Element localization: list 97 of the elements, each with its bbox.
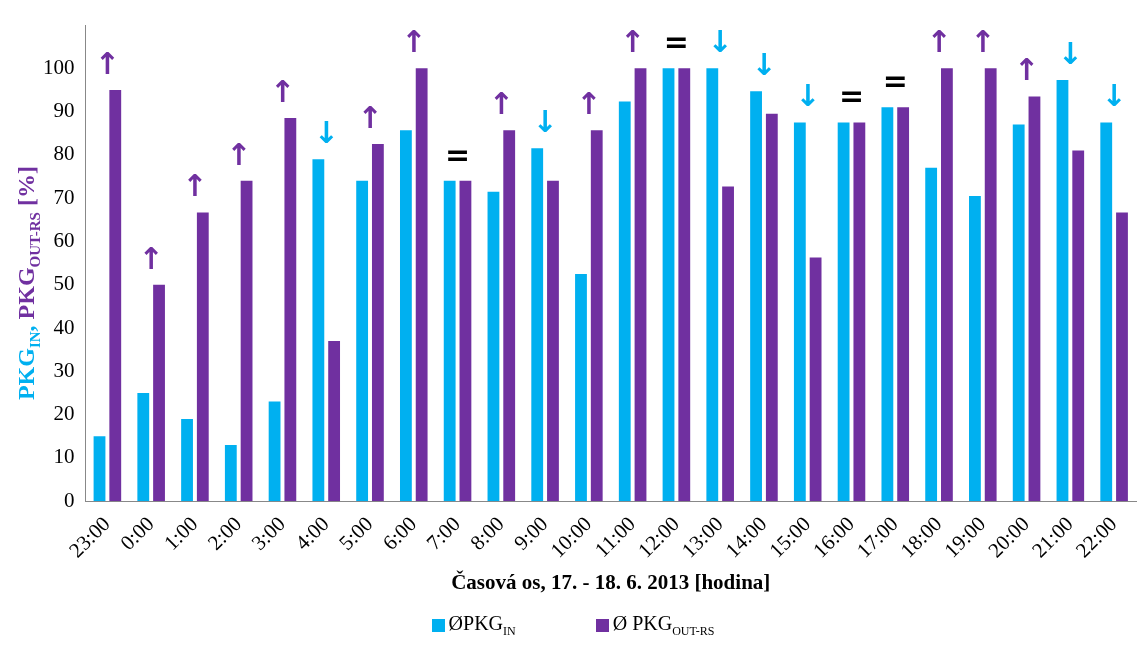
annotation: ↓	[532, 104, 558, 140]
bar	[575, 273, 587, 502]
bar	[793, 122, 806, 502]
annotation: ↓	[751, 47, 777, 83]
bar	[196, 212, 209, 502]
y-tick-label: 10	[53, 444, 75, 469]
bar	[925, 167, 938, 502]
annotation: ↑	[269, 73, 296, 109]
bar	[897, 107, 910, 502]
bar	[590, 130, 603, 502]
annotation: ↑	[138, 240, 164, 276]
x-tick-label: 9:00	[509, 511, 553, 555]
x-tick-label: 8:00	[465, 511, 509, 555]
annotation: ↑	[926, 24, 952, 60]
bar	[618, 101, 631, 502]
annotation: ↑	[357, 99, 383, 135]
bar	[443, 180, 456, 502]
bar	[678, 68, 691, 502]
bar	[1012, 124, 1025, 502]
annotation: ↑	[488, 85, 514, 121]
y-tick-label: 40	[53, 314, 75, 339]
bar	[371, 144, 384, 502]
bar	[399, 130, 412, 502]
y-tick-label: 0	[64, 487, 75, 512]
y-tick-label: 20	[53, 401, 75, 426]
annotation: ↓	[795, 78, 821, 114]
y-tick-label: 70	[53, 184, 75, 209]
annotation: ↑	[182, 168, 208, 204]
annotation: ↓	[707, 24, 733, 60]
annotation: =	[663, 24, 689, 60]
bar	[547, 180, 559, 502]
bar	[1116, 212, 1128, 502]
y-tick-label: 30	[53, 357, 75, 382]
bar	[415, 68, 428, 502]
bar	[284, 118, 297, 502]
bar	[312, 159, 325, 502]
bar	[240, 180, 253, 502]
legend-label: ØPKG$_{IN}$	[448, 612, 516, 638]
bar	[706, 68, 719, 502]
bar	[750, 91, 762, 502]
x-tick-label: 7:00	[421, 511, 465, 555]
x-tick-label: 1:00	[158, 511, 203, 555]
bar	[93, 436, 106, 502]
y-tick-label: 80	[53, 141, 75, 166]
bar	[531, 148, 544, 502]
annotation: ↑	[970, 24, 996, 60]
annotation: =	[838, 78, 865, 114]
bar	[487, 191, 500, 502]
x-tick-label: 2:00	[202, 511, 247, 555]
bar	[1056, 79, 1069, 502]
bar	[153, 284, 165, 502]
bar	[137, 392, 150, 502]
bar	[941, 68, 953, 502]
bar	[969, 195, 981, 502]
y-tick-label: 50	[53, 271, 75, 296]
bar	[224, 444, 237, 502]
annotation: ↑	[401, 24, 427, 60]
bar	[722, 186, 734, 502]
bar	[809, 257, 822, 502]
annotation: ↑	[1014, 52, 1040, 88]
y-tick-label: 100	[43, 54, 75, 79]
bar	[634, 68, 647, 502]
bar	[459, 180, 472, 502]
x-tick-label: 6:00	[377, 511, 422, 555]
bar	[181, 418, 193, 502]
x-axis-title: Časová os, 17. - 18. 6. 2013 [hodina]	[451, 569, 771, 594]
annotation: ↑	[226, 136, 252, 172]
bar	[984, 68, 997, 502]
bar	[356, 180, 369, 502]
annotation: ↑	[94, 45, 120, 81]
bar	[881, 107, 894, 502]
x-tick-label: 0:00	[115, 511, 159, 555]
bar	[328, 341, 341, 502]
annotation: ↓	[1057, 35, 1083, 71]
bar	[503, 130, 516, 502]
annotation: ↓	[1101, 78, 1127, 114]
bar	[1072, 150, 1085, 502]
y-axis-title: PKGIN, PKGOUT-RS [%]	[13, 166, 43, 401]
annotation: =	[444, 136, 471, 172]
annotation: =	[882, 63, 908, 99]
annotation: ↑	[576, 85, 602, 121]
bar	[1100, 122, 1113, 502]
legend-label: Ø PKG$_{OUT-RS}$	[612, 612, 715, 638]
x-tick-label: 3:00	[246, 511, 290, 555]
bar	[837, 122, 850, 502]
annotation: ↓	[313, 114, 339, 150]
annotation: ↑	[620, 24, 646, 60]
bar	[662, 68, 675, 502]
bar	[765, 113, 778, 502]
x-tick-label: 5:00	[334, 511, 378, 555]
y-tick-label: 90	[53, 98, 75, 123]
bar	[268, 401, 281, 502]
bar	[853, 122, 866, 502]
x-tick-label: 4:00	[290, 511, 334, 555]
bar	[109, 89, 122, 502]
y-tick-label: 60	[53, 227, 75, 252]
bar	[1028, 96, 1041, 502]
